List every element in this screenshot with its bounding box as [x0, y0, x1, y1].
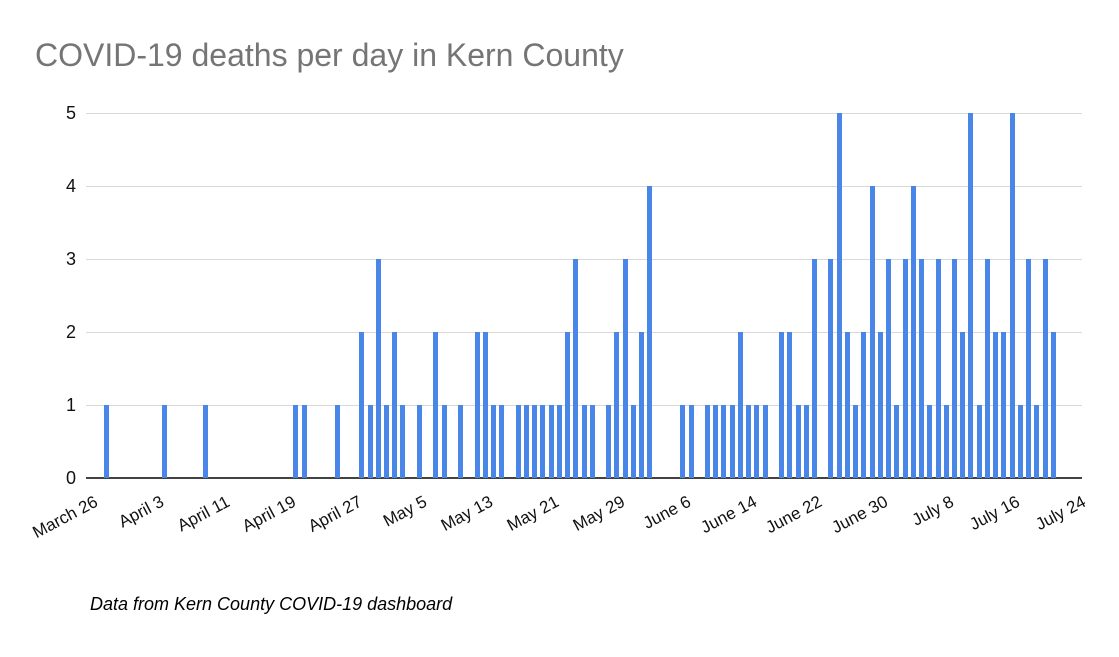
bar-july-16 — [1009, 113, 1015, 478]
bar-may-14 — [491, 405, 496, 478]
bar-april-28 — [359, 332, 365, 478]
bar-april-20 — [293, 405, 299, 478]
bar-may-10 — [458, 405, 463, 478]
bar-april-29 — [367, 405, 373, 478]
bar-may-22 — [556, 405, 562, 478]
bar-june-29 — [869, 186, 875, 478]
bar-april-30 — [375, 259, 381, 478]
y-axis-tick-label: 3 — [65, 249, 76, 269]
bar-june-22 — [812, 259, 817, 478]
bar-june-2 — [647, 186, 653, 478]
bar-june-16 — [762, 405, 768, 478]
bar-may-21 — [548, 405, 554, 478]
bar-may-19 — [532, 405, 538, 478]
bar-june-20 — [795, 405, 801, 478]
bar-july-6 — [927, 405, 933, 478]
bar-july-15 — [1001, 332, 1007, 478]
bar-june-1 — [639, 332, 645, 478]
bar-april-4 — [161, 405, 167, 478]
bar-july-11 — [968, 113, 974, 478]
bar-april-21 — [301, 405, 307, 478]
bar-may-20 — [540, 405, 546, 478]
bar-june-13 — [737, 332, 743, 478]
gridline-y-0 — [86, 477, 1082, 479]
bar-may-24 — [573, 259, 579, 478]
bar-may-1 — [383, 405, 389, 478]
gridline-y-4 — [86, 186, 1082, 187]
bar-july-10 — [960, 332, 966, 478]
bar-may-25 — [581, 405, 587, 478]
bar-may-15 — [499, 405, 505, 478]
y-axis-tick-label: 2 — [65, 322, 76, 342]
bar-june-25 — [836, 113, 842, 478]
bar-july-8 — [943, 405, 949, 478]
gridline-y-5 — [86, 113, 1082, 114]
bar-may-2 — [392, 332, 398, 478]
bar-june-6 — [680, 405, 686, 478]
bar-june-12 — [729, 405, 735, 478]
bar-june-9 — [705, 405, 710, 478]
bar-may-23 — [565, 332, 570, 478]
y-axis-tick-label: 4 — [65, 176, 76, 196]
plot-area — [86, 113, 1082, 479]
bar-may-8 — [441, 405, 447, 478]
chart-title: COVID-19 deaths per day in Kern County — [35, 37, 624, 73]
y-axis-tick-label: 0 — [65, 468, 76, 488]
bar-july-1 — [886, 259, 892, 478]
bar-july-13 — [984, 259, 990, 478]
bar-june-7 — [688, 405, 694, 478]
bar-july-7 — [935, 259, 941, 478]
bar-july-9 — [951, 259, 957, 478]
bar-july-21 — [1050, 332, 1056, 478]
bar-april-9 — [202, 405, 208, 478]
y-axis-tick-label: 5 — [65, 103, 76, 123]
chart-caption: Data from Kern County COVID-19 dashboard — [90, 594, 453, 614]
gridline-y-3 — [86, 259, 1082, 260]
bar-june-10 — [713, 405, 719, 478]
bar-may-5 — [416, 405, 422, 478]
bar-may-13 — [482, 332, 488, 478]
bar-june-30 — [877, 332, 883, 478]
bar-june-18 — [779, 332, 785, 478]
bar-june-27 — [853, 405, 859, 478]
bar-may-28 — [606, 405, 612, 478]
y-axis-tick-label: 1 — [65, 395, 76, 415]
bar-may-12 — [474, 332, 480, 478]
bar-june-15 — [754, 405, 760, 478]
bar-june-24 — [828, 259, 834, 478]
bar-june-11 — [721, 405, 727, 478]
bar-may-30 — [622, 259, 628, 478]
bar-july-14 — [993, 332, 999, 478]
bar-june-28 — [861, 332, 867, 478]
bar-july-19 — [1034, 405, 1040, 478]
bar-march-28 — [104, 405, 110, 478]
bar-may-3 — [400, 405, 406, 478]
bar-july-20 — [1042, 259, 1048, 478]
bar-july-18 — [1026, 259, 1031, 478]
bar-june-14 — [746, 405, 752, 478]
bar-may-26 — [589, 405, 595, 478]
gridline-y-2 — [86, 332, 1082, 333]
bar-june-21 — [803, 405, 809, 478]
bar-july-17 — [1017, 405, 1023, 478]
bar-june-26 — [844, 332, 850, 478]
bar-may-18 — [523, 405, 529, 478]
bar-june-19 — [787, 332, 793, 478]
bar-may-7 — [433, 332, 439, 478]
bar-may-29 — [614, 332, 620, 478]
bar-july-4 — [910, 186, 916, 478]
bar-july-2 — [894, 405, 900, 478]
bar-may-17 — [515, 405, 521, 478]
bar-july-12 — [976, 405, 982, 478]
bar-may-31 — [630, 405, 636, 478]
bar-april-25 — [334, 405, 340, 478]
bar-july-5 — [919, 259, 924, 478]
bar-july-3 — [902, 259, 908, 478]
